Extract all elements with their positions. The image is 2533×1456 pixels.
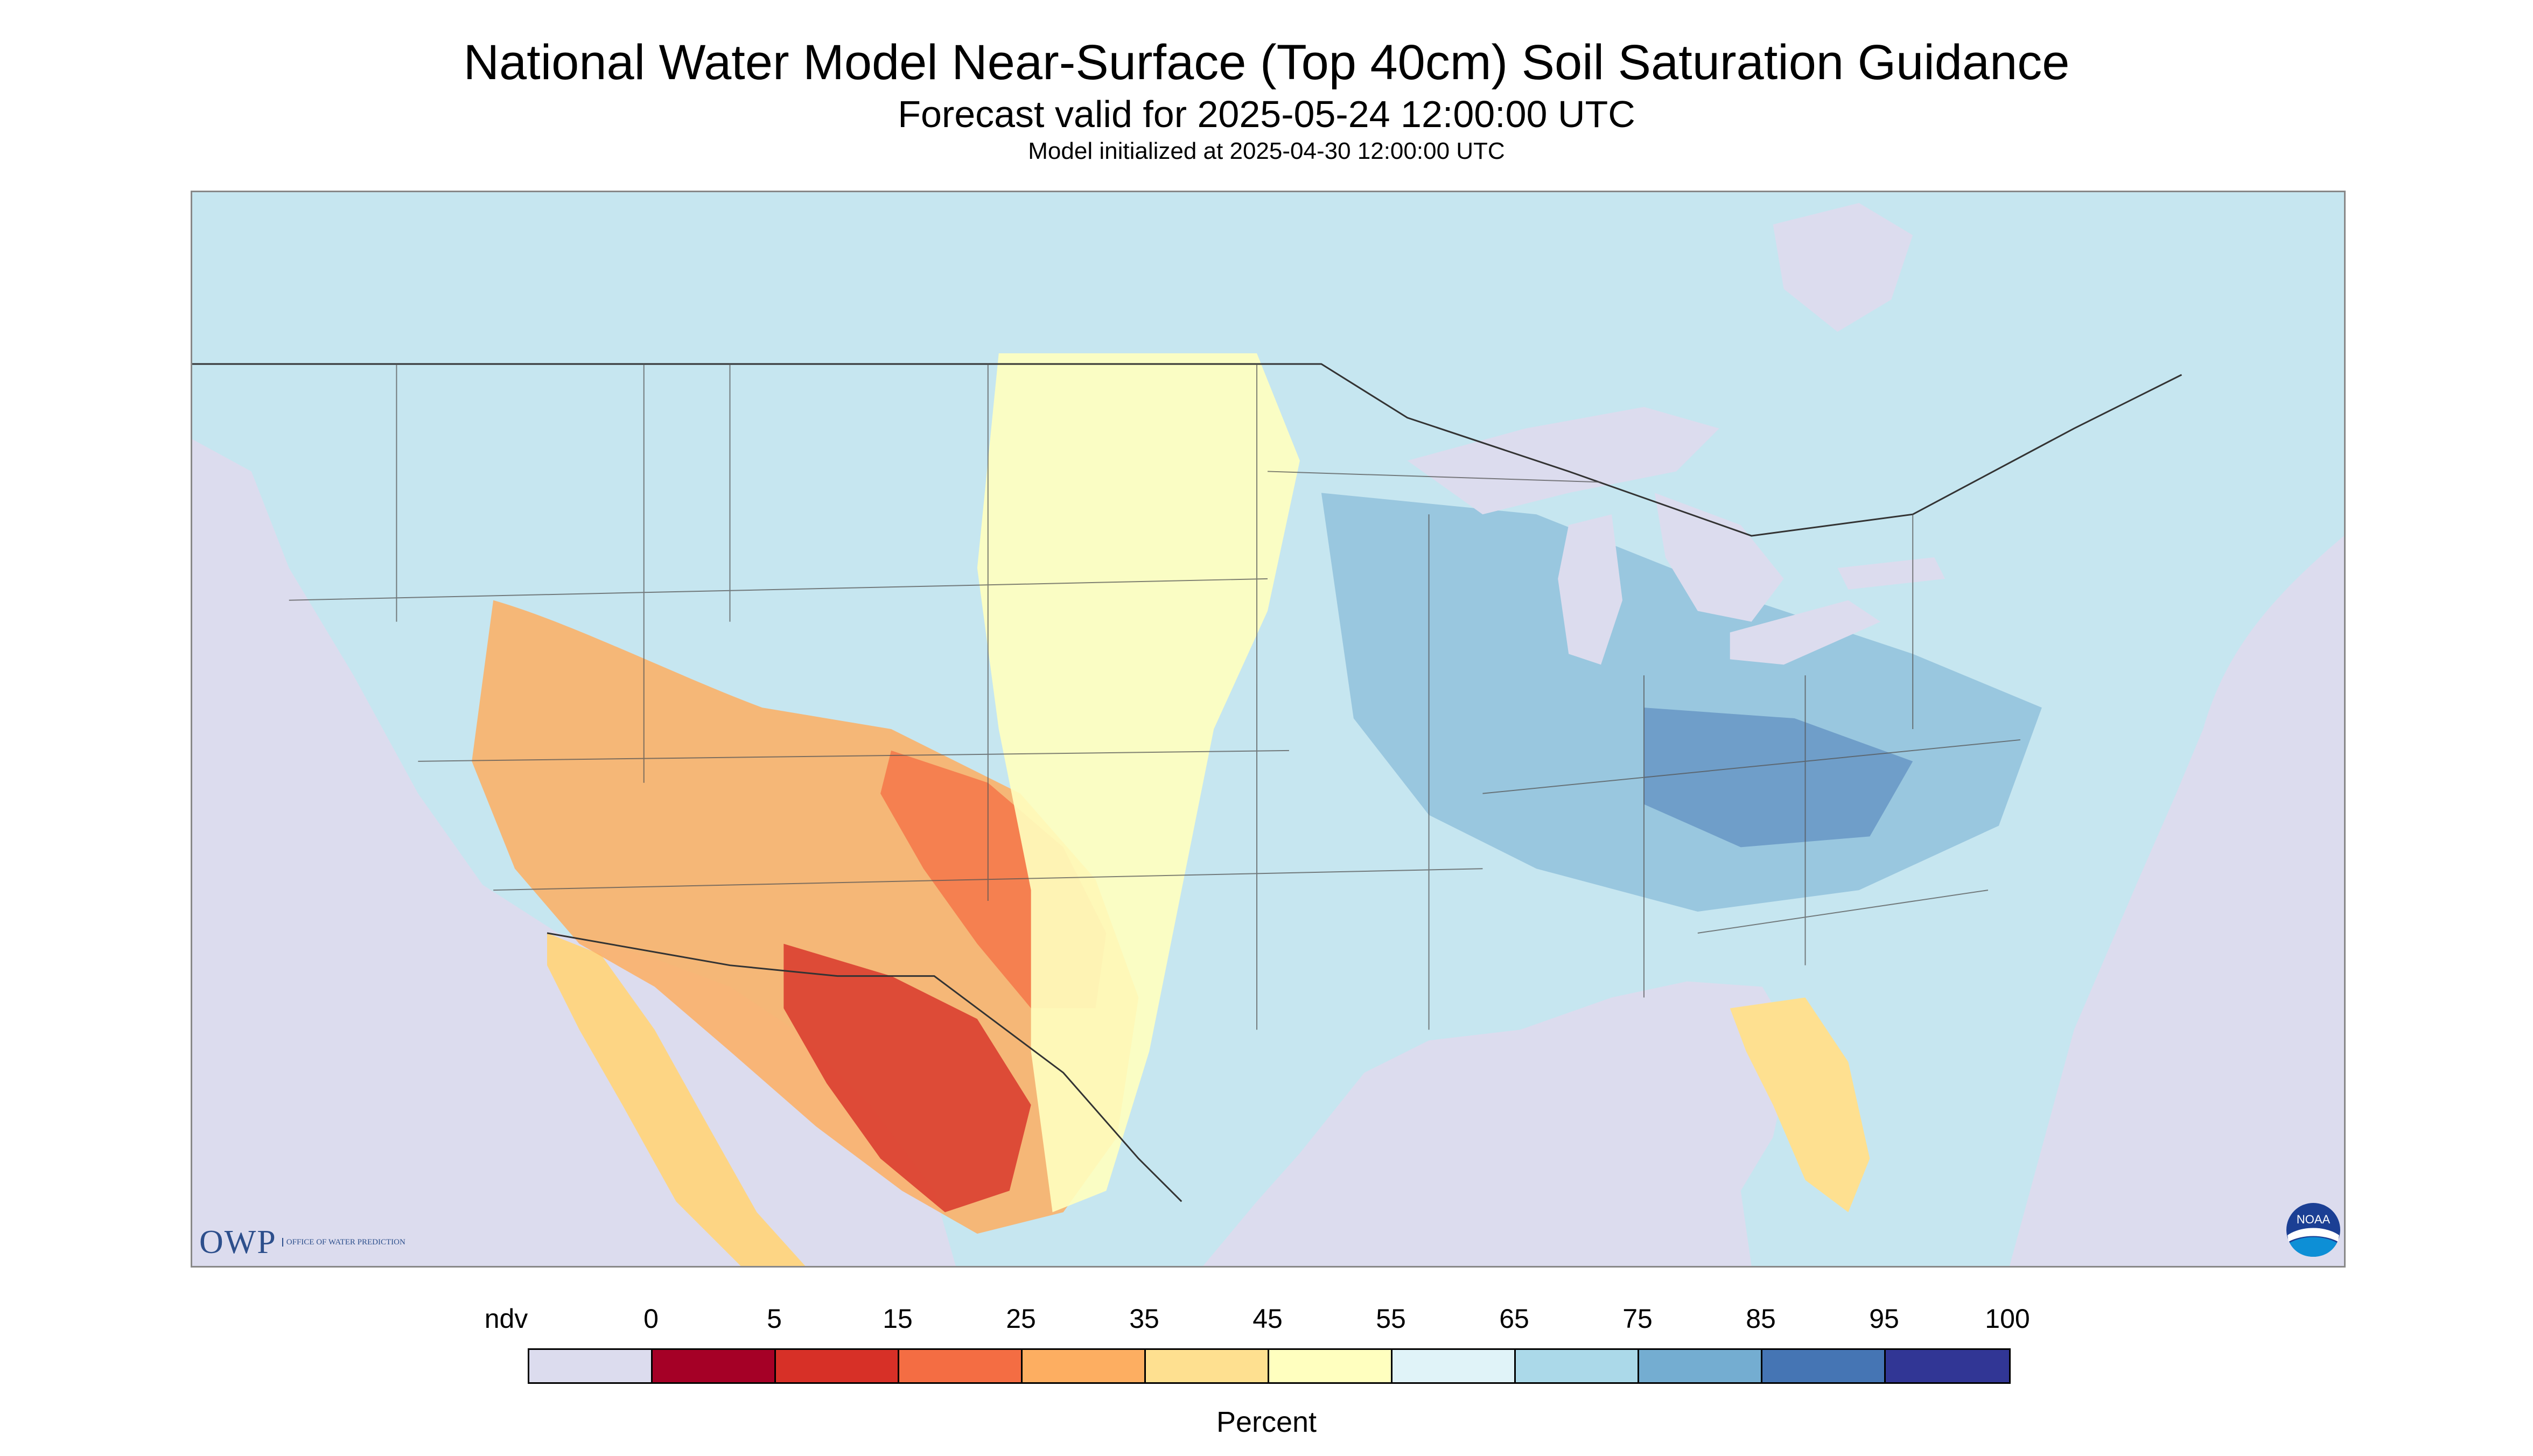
colorbar-tick-label: 5	[767, 1304, 782, 1334]
colorbar-swatch	[1762, 1350, 1886, 1382]
colorbar-tick-label: 75	[1622, 1304, 1653, 1334]
colorbar-swatch	[653, 1350, 776, 1382]
lake-michigan	[1558, 514, 1623, 665]
colorbar-tick-label: 0	[643, 1304, 659, 1334]
colorbar-swatch	[1639, 1350, 1762, 1382]
colorbar-tick-label: 100	[1985, 1304, 2030, 1334]
soil-saturation-map	[191, 191, 2346, 1268]
colorbar-swatch	[1146, 1350, 1269, 1382]
colorbar-swatch	[776, 1350, 899, 1382]
colorbar-swatch	[1023, 1350, 1146, 1382]
colorbar-tick-label: ndv	[484, 1304, 528, 1334]
colorbar-tick-label: 25	[1006, 1304, 1036, 1334]
colorbar-swatch	[1516, 1350, 1639, 1382]
lake-ontario	[1837, 557, 1946, 590]
colorbar-swatch	[1269, 1350, 1393, 1382]
colorbar-units-label: Percent	[1216, 1406, 1317, 1438]
noaa-logo: NOAA	[2286, 1203, 2340, 1257]
colorbar-labels: ndv 0 5 15 25 35 45 55 65 75 85 95 100	[0, 1303, 2533, 1341]
owp-logo-subtext: Office of Water Prediction	[282, 1238, 405, 1247]
colorbar-tick-label: 95	[1869, 1304, 1899, 1334]
moderate-region-plains	[977, 353, 1300, 1213]
hudson-bay-lake	[1773, 202, 1913, 332]
forecast-valid-subtitle: Forecast valid for 2025-05-24 12:00:00 U…	[898, 93, 1635, 135]
colorbar-tick-label: 65	[1499, 1304, 1529, 1334]
state-borders	[289, 364, 2021, 1030]
lake-superior	[1407, 407, 1719, 515]
owp-logo: OWP Office of Water Prediction	[199, 1223, 405, 1261]
colorbar	[528, 1348, 2011, 1384]
model-initialized-note: Model initialized at 2025-04-30 12:00:00…	[1028, 138, 1505, 164]
us-canada-border	[192, 363, 2182, 537]
map-canvas	[192, 192, 2344, 1266]
colorbar-tick-label: 55	[1376, 1304, 1406, 1334]
colorbar-swatch	[1886, 1350, 2009, 1382]
map-title: National Water Model Near-Surface (Top 4…	[463, 35, 2070, 90]
wet-region-ohio-valley	[1643, 708, 1913, 848]
lake-huron	[1654, 493, 1784, 622]
florida-peninsula	[1730, 997, 1870, 1213]
colorbar-swatch	[899, 1350, 1023, 1382]
very-dry-region-sonora	[783, 943, 1031, 1213]
baja-peninsula	[547, 933, 806, 1266]
colorbar-swatch	[1393, 1350, 1516, 1382]
noaa-logo-text: NOAA	[2297, 1213, 2331, 1226]
owp-logo-word: OWP	[199, 1223, 277, 1261]
lake-erie	[1730, 600, 1881, 665]
colorbar-tick-label: 85	[1746, 1304, 1776, 1334]
colorbar-tick-label: 15	[883, 1304, 913, 1334]
us-mexico-border	[547, 932, 1182, 1202]
colorbar-swatch	[529, 1350, 653, 1382]
colorbar-tick-label: 45	[1252, 1304, 1283, 1334]
colorbar-tick-label: 35	[1129, 1304, 1159, 1334]
